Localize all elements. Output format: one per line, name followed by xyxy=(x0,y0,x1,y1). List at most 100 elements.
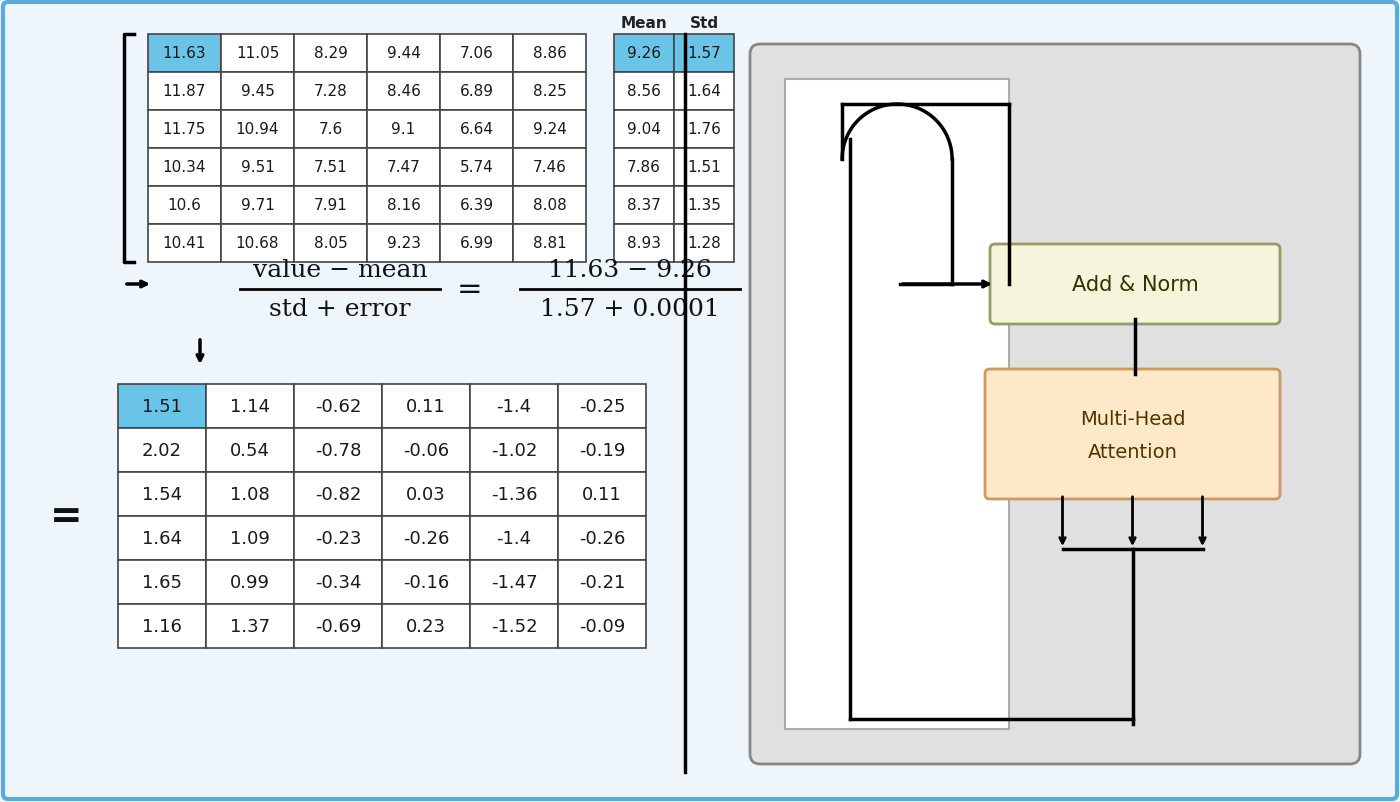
Bar xyxy=(382,472,470,516)
Text: 1.57: 1.57 xyxy=(687,47,721,62)
Text: -0.06: -0.06 xyxy=(403,441,449,460)
Bar xyxy=(470,472,559,516)
Bar xyxy=(470,604,559,648)
Bar xyxy=(294,187,367,225)
Text: 1.64: 1.64 xyxy=(687,84,721,99)
Text: std + error: std + error xyxy=(269,298,410,321)
Bar xyxy=(615,35,673,73)
Bar xyxy=(367,225,440,263)
Text: =: = xyxy=(49,497,83,535)
Text: 9.23: 9.23 xyxy=(386,237,420,251)
Text: 11.87: 11.87 xyxy=(162,84,206,99)
Text: -0.19: -0.19 xyxy=(578,441,626,460)
Bar xyxy=(673,225,734,263)
Text: =: = xyxy=(458,275,483,304)
Bar xyxy=(615,149,673,187)
Text: -1.47: -1.47 xyxy=(490,573,538,591)
Bar xyxy=(785,80,1009,729)
Text: 7.51: 7.51 xyxy=(314,160,347,176)
Text: -0.26: -0.26 xyxy=(578,529,626,547)
Bar xyxy=(118,384,206,428)
Bar xyxy=(294,604,382,648)
Text: 8.86: 8.86 xyxy=(532,47,567,62)
Bar xyxy=(367,111,440,149)
Bar xyxy=(221,149,294,187)
Text: -1.4: -1.4 xyxy=(497,398,532,415)
Text: 9.24: 9.24 xyxy=(532,123,567,137)
Text: 1.09: 1.09 xyxy=(230,529,270,547)
Bar xyxy=(206,516,294,561)
Bar xyxy=(470,561,559,604)
Text: -0.23: -0.23 xyxy=(315,529,361,547)
Bar xyxy=(294,472,382,516)
Bar xyxy=(470,516,559,561)
Text: 7.28: 7.28 xyxy=(314,84,347,99)
Text: -0.25: -0.25 xyxy=(578,398,626,415)
Text: 7.91: 7.91 xyxy=(314,198,347,213)
Text: 1.54: 1.54 xyxy=(141,485,182,504)
Text: 1.16: 1.16 xyxy=(141,618,182,635)
Text: Add & Norm: Add & Norm xyxy=(1071,274,1198,294)
Bar xyxy=(470,428,559,472)
Text: 8.05: 8.05 xyxy=(314,237,347,251)
Bar xyxy=(559,604,645,648)
Bar xyxy=(512,35,587,73)
Text: 11.63: 11.63 xyxy=(162,47,206,62)
FancyBboxPatch shape xyxy=(750,45,1359,764)
Bar xyxy=(294,149,367,187)
Text: 8.81: 8.81 xyxy=(532,237,567,251)
Text: 11.75: 11.75 xyxy=(162,123,206,137)
Text: -0.09: -0.09 xyxy=(578,618,626,635)
Text: 8.56: 8.56 xyxy=(627,84,661,99)
Bar xyxy=(559,516,645,561)
Bar xyxy=(559,384,645,428)
Bar xyxy=(382,561,470,604)
Bar xyxy=(294,35,367,73)
Bar xyxy=(470,384,559,428)
Text: 9.04: 9.04 xyxy=(627,123,661,137)
Text: -0.26: -0.26 xyxy=(403,529,449,547)
Bar xyxy=(673,73,734,111)
Bar xyxy=(148,73,221,111)
Bar xyxy=(512,149,587,187)
Text: 1.57 + 0.0001: 1.57 + 0.0001 xyxy=(540,298,720,321)
Bar xyxy=(673,35,734,73)
Text: 6.64: 6.64 xyxy=(459,123,493,137)
Text: 9.44: 9.44 xyxy=(386,47,420,62)
Text: 9.51: 9.51 xyxy=(241,160,274,176)
Bar xyxy=(206,472,294,516)
Bar xyxy=(367,187,440,225)
Text: 1.51: 1.51 xyxy=(141,398,182,415)
Text: Std: Std xyxy=(689,15,718,30)
Text: 8.08: 8.08 xyxy=(532,198,567,213)
Text: 9.71: 9.71 xyxy=(241,198,274,213)
Bar xyxy=(118,561,206,604)
Bar xyxy=(512,187,587,225)
Bar xyxy=(221,35,294,73)
FancyBboxPatch shape xyxy=(3,3,1397,799)
Bar xyxy=(118,472,206,516)
Bar xyxy=(118,516,206,561)
Bar xyxy=(294,516,382,561)
Text: 10.68: 10.68 xyxy=(235,237,279,251)
Text: 0.54: 0.54 xyxy=(230,441,270,460)
Text: -0.16: -0.16 xyxy=(403,573,449,591)
Text: 8.25: 8.25 xyxy=(532,84,567,99)
Bar xyxy=(221,111,294,149)
Bar xyxy=(440,111,512,149)
Bar xyxy=(221,187,294,225)
Text: 8.46: 8.46 xyxy=(386,84,420,99)
Text: -0.21: -0.21 xyxy=(578,573,626,591)
Bar xyxy=(512,225,587,263)
Bar xyxy=(294,561,382,604)
Text: -0.78: -0.78 xyxy=(315,441,361,460)
Bar xyxy=(440,35,512,73)
Bar xyxy=(615,187,673,225)
Bar xyxy=(559,561,645,604)
Text: 0.11: 0.11 xyxy=(406,398,445,415)
Text: 6.99: 6.99 xyxy=(459,237,494,251)
Text: 7.06: 7.06 xyxy=(459,47,493,62)
Text: 7.47: 7.47 xyxy=(386,160,420,176)
Text: Multi-Head: Multi-Head xyxy=(1079,410,1186,429)
Bar xyxy=(673,187,734,225)
